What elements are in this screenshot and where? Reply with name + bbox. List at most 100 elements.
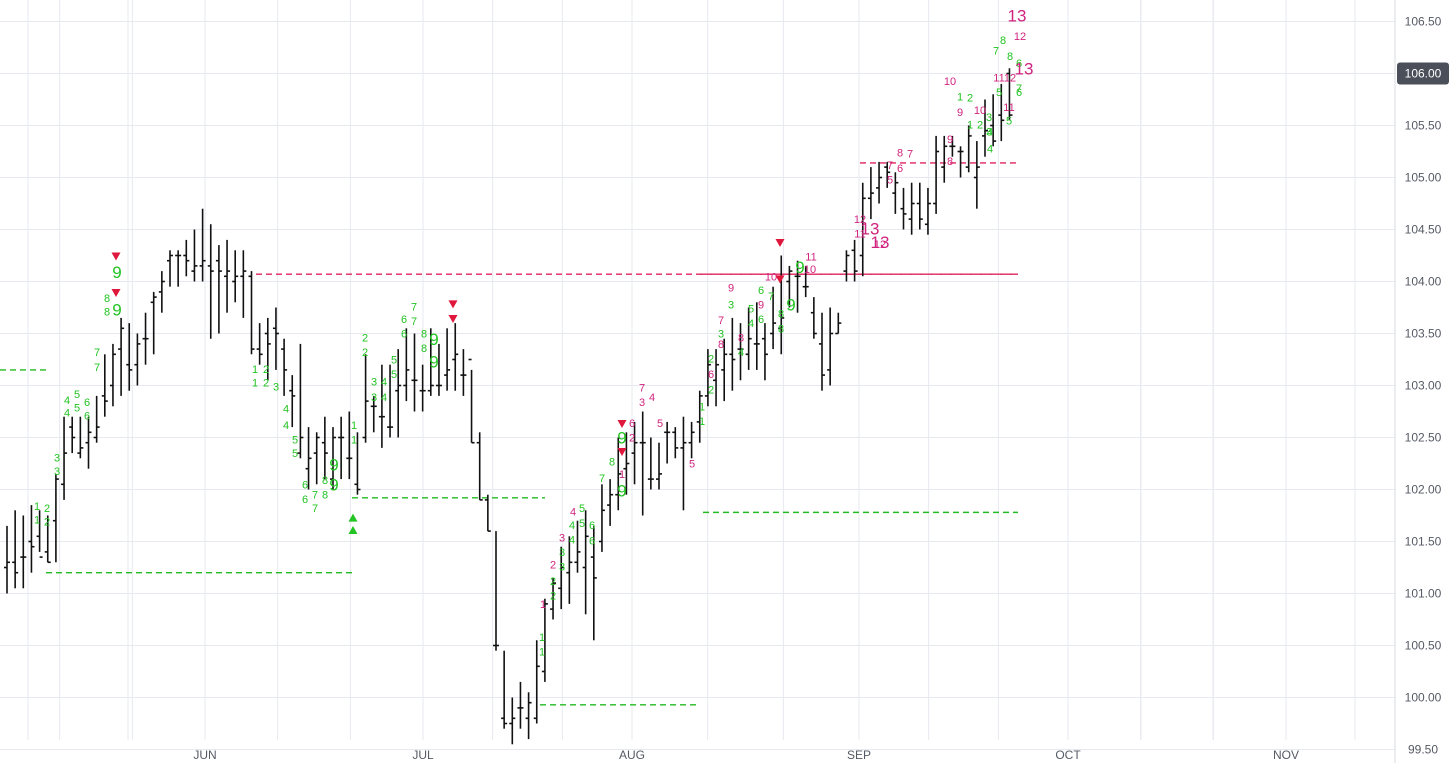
td-setup-count: 4 [64, 408, 70, 420]
td-countdown-count: 10 [765, 271, 777, 283]
td-setup-count: 6 [589, 535, 595, 547]
td-setup-count: 8 [1007, 51, 1013, 63]
td-setup-count: 6 [758, 314, 764, 326]
td-setup-count: 9 [429, 353, 438, 372]
ohlc-bar [61, 416, 68, 500]
td-setup-count: 1 [351, 435, 357, 447]
td-setup-count: 7 [94, 347, 100, 359]
td-setup-count: 4 [987, 127, 993, 139]
td-setup-count: 5 [579, 518, 585, 530]
td-countdown-count: 11 [993, 73, 1004, 85]
td-setup-count: 7 [993, 46, 999, 58]
td-countdown-count: 10 [804, 264, 816, 276]
ohlc-bar [313, 432, 320, 485]
ohlc-bar [272, 307, 279, 370]
td-setup-count: 9 [617, 429, 626, 448]
ohlc-bar [199, 208, 206, 282]
ohlc-bar [933, 135, 940, 214]
td-setup-count: 5 [292, 435, 298, 447]
ohlc-bar [688, 421, 695, 459]
signal-arrow-down-icon [111, 252, 121, 261]
ohlc-bar [69, 416, 76, 454]
ohlc-bar [745, 307, 752, 370]
ohlc-bar [721, 338, 728, 402]
price-scale[interactable] [1395, 0, 1456, 763]
ohlc-bar [924, 187, 931, 235]
td-setup-count: 1 [699, 416, 705, 428]
ohlc-bar [770, 286, 777, 350]
td-setup-count: 1 [699, 401, 705, 413]
ohlc-bar [207, 224, 214, 339]
ohlc-bar [240, 250, 247, 318]
signal-arrow-down-icon [111, 288, 121, 297]
ohlc-bar [305, 427, 312, 490]
td-setup-count: 2 [263, 364, 269, 376]
td-setup-count: 7 [411, 316, 417, 328]
signal-arrow-down-icon [448, 314, 458, 323]
ohlc-bar [4, 525, 10, 594]
td-setup-count: 8 [778, 323, 784, 335]
td-countdown-count: 8 [718, 339, 724, 351]
price-bars [4, 68, 1013, 745]
y-axis-tick-label: 104.00 [1405, 275, 1442, 289]
y-axis-tick-label: 103.00 [1405, 379, 1442, 393]
td-setup-count: 7 [94, 362, 100, 374]
td-setup-count: 7 [312, 490, 318, 502]
ohlc-bar [460, 349, 467, 396]
td-setup-count: 4 [381, 392, 387, 404]
ohlc-bar [370, 395, 377, 433]
ohlc-bar [802, 265, 809, 298]
td-countdown-count: 13 [1015, 59, 1034, 78]
ohlc-bar [990, 94, 997, 147]
td-setup-count: 2 [977, 119, 983, 131]
td-countdown-count: 12 [1004, 73, 1016, 85]
td-countdown-count: 11 [1003, 102, 1014, 114]
ohlc-bar [1006, 68, 1013, 121]
ohlc-bar [851, 239, 858, 282]
ohlc-bar [810, 297, 817, 339]
signal-arrow-up-icon [348, 526, 358, 535]
td-setup-count: 5 [1006, 115, 1012, 127]
ohlc-bar [354, 432, 361, 495]
td-countdown-count: 9 [957, 107, 963, 119]
y-axis-tick-label: 101.00 [1405, 587, 1442, 601]
td-setup-count: 3 [371, 392, 377, 404]
td-countdown-count: 8 [738, 333, 744, 345]
y-axis-tick-label: 103.50 [1405, 327, 1442, 341]
td-countdown-count: 1 [540, 599, 546, 611]
ohlc-bar [435, 343, 442, 396]
ohlc-bar [566, 536, 573, 604]
ohlc-bar [484, 494, 491, 532]
ohlc-bar [444, 328, 451, 391]
ohlc-bar [778, 255, 785, 355]
td-setup-count: 2 [550, 576, 556, 588]
td-countdown-count: 9 [758, 299, 764, 311]
td-setup-count: 3 [718, 329, 724, 341]
y-axis[interactable]: 99.50 100.00 100.50 101.00 101.50 102.00 102.5… [1394, 0, 1456, 763]
ohlc-bar [680, 416, 687, 511]
ohlc-bar [876, 161, 883, 204]
td-setup-count: 9 [112, 301, 121, 320]
td-setup-count: 4 [738, 347, 744, 359]
y-axis-tick-label: 105.00 [1405, 171, 1442, 185]
y-axis-tick-label: 100.00 [1405, 691, 1442, 705]
td-setup-count: 9 [617, 482, 626, 501]
td-setup-count: 2 [708, 353, 714, 365]
ohlc-bar [843, 250, 850, 282]
signal-arrows [111, 239, 785, 535]
td-setup-count: 5 [748, 304, 754, 316]
td-setup-count: 3 [986, 127, 992, 139]
ohlc-bar [330, 427, 336, 490]
ohlc-bar [191, 229, 198, 282]
ohlc-bar [900, 187, 907, 230]
x-axis-month-label: OCT [1055, 748, 1081, 762]
ohlc-bar [525, 692, 532, 740]
td-setup-count: 7 [1016, 83, 1022, 95]
ohlc-bar [615, 437, 622, 511]
ohlc-bar [378, 364, 385, 448]
td-countdown-count: 12 [1014, 31, 1026, 43]
ohlc-bar [77, 416, 84, 459]
